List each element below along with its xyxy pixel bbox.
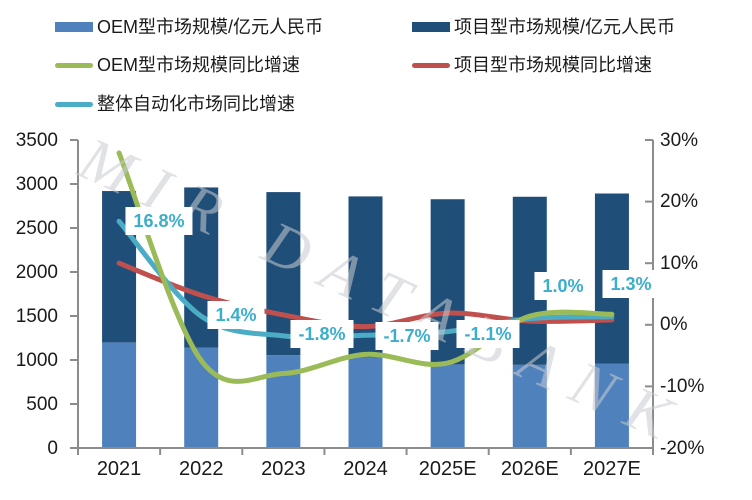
legend-swatch-line-icon	[55, 101, 93, 107]
point-label: -1.8%	[290, 320, 354, 348]
right-axis-label: 0%	[660, 314, 688, 336]
legend-label: OEM型市场规模同比增速	[97, 55, 301, 75]
left-axis-label: 3500	[15, 129, 58, 151]
x-axis-label: 2026E	[500, 458, 559, 480]
legend-swatch-bar-icon	[412, 22, 450, 32]
left-axis-label: 500	[26, 393, 58, 415]
x-axis-label: 2024	[343, 458, 388, 480]
legend-swatch-bar-icon	[55, 22, 93, 32]
x-axis-label: 2025E	[418, 458, 477, 480]
legend-item-oem-bar: OEM型市场规模/亿元人民币	[55, 17, 323, 37]
bar-segment-oem-2025E	[430, 364, 465, 448]
bar-segment-oem-2021	[102, 342, 137, 448]
legend-item-project-growth: 项目型市场规模同比增速	[412, 55, 652, 75]
left-axis-label: 1000	[15, 349, 58, 371]
legend-swatch-line-icon	[412, 62, 450, 68]
legend-item-project-bar: 项目型市场规模/亿元人民币	[412, 17, 675, 37]
legend-label: 项目型市场规模/亿元人民币	[454, 17, 675, 37]
x-axis-label: 2027E	[583, 458, 641, 480]
right-axis-label: 20%	[660, 191, 699, 213]
point-label: -1.1%	[456, 320, 520, 348]
x-axis-label: 2023	[261, 458, 306, 480]
legend-item-overall-growth: 整体自动化市场同比增速	[55, 94, 295, 114]
bar-segment-oem-2026E	[512, 364, 547, 448]
left-axis-label: 2500	[15, 217, 58, 239]
bar-segment-oem-2024	[348, 357, 383, 448]
left-axis-label: 0	[47, 437, 58, 459]
left-axis-label: 3000	[15, 173, 58, 195]
point-label: 1.4%	[207, 301, 265, 329]
point-label: 1.3%	[602, 270, 660, 298]
x-axis-label: 2022	[178, 458, 224, 480]
point-label: 1.0%	[534, 272, 592, 300]
left-axis-label: 2000	[15, 261, 58, 283]
bar-segment-oem-2023	[266, 355, 301, 448]
legend-label: OEM型市场规模/亿元人民币	[97, 17, 324, 37]
lines-group	[116, 150, 615, 384]
right-axis-label: 10%	[660, 252, 699, 274]
legend-label: 项目型市场规模同比增速	[454, 55, 652, 75]
line-oem-growth	[116, 150, 615, 384]
x-axis-label: 2021	[96, 458, 142, 480]
point-label: 16.8%	[125, 207, 193, 235]
legend-swatch-line-icon	[55, 62, 93, 68]
right-axis-label: 30%	[660, 129, 699, 151]
legend-label: 整体自动化市场同比增速	[97, 94, 295, 114]
point-label: -1.7%	[375, 322, 439, 350]
right-axis-label: -20%	[660, 437, 705, 459]
right-axis-label: -10%	[660, 375, 705, 397]
bar-segment-oem-2027E	[594, 363, 629, 448]
legend-item-oem-growth: OEM型市场规模同比增速	[55, 55, 300, 75]
left-axis-label: 1500	[15, 305, 58, 327]
